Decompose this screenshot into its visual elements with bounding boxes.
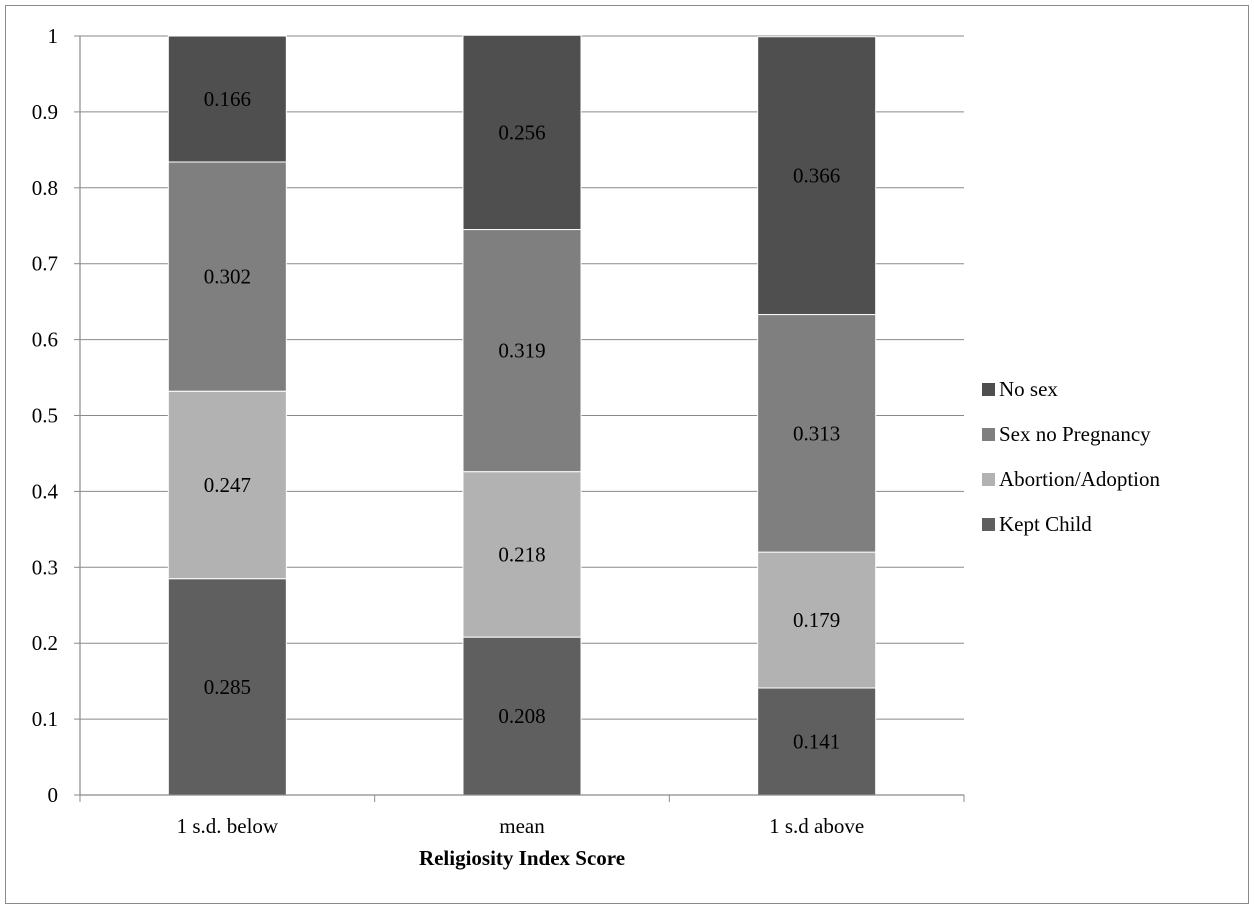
data-label: 0.285	[204, 675, 251, 699]
legend-label: No sex	[999, 377, 1058, 401]
bar-segment	[462, 34, 582, 231]
legend-swatch	[982, 428, 995, 441]
bar-segment	[757, 551, 877, 689]
y-tick-label: 0.4	[32, 479, 59, 503]
bar-segment	[757, 687, 877, 796]
bar-segment	[167, 35, 287, 163]
legend: No sex Sex no Pregnancy Abortion/Adoption K…	[982, 377, 1160, 536]
data-label: 0.166	[204, 87, 251, 111]
x-category-label: mean	[499, 814, 545, 838]
y-tick-label: 0.9	[32, 100, 58, 124]
legend-label: Kept Child	[999, 512, 1092, 536]
y-tick-label: 0.5	[32, 404, 58, 428]
y-tick-label: 0.2	[32, 631, 58, 655]
x-category-label: 1 s.d. below	[177, 814, 279, 838]
data-label: 0.141	[793, 729, 840, 753]
bar-segment	[757, 36, 877, 316]
x-axis-ticks: 1 s.d. below mean 1 s.d above	[79, 795, 965, 838]
data-label: 0.366	[793, 164, 840, 188]
legend-swatch	[982, 383, 995, 396]
bar-segment	[462, 471, 582, 638]
bar-segment	[462, 636, 582, 796]
x-axis-title: Religiosity Index Score	[419, 846, 625, 870]
data-label: 0.313	[793, 421, 840, 445]
data-label: 0.179	[793, 608, 840, 632]
y-tick-label: 0.1	[32, 707, 58, 731]
y-axis-ticks: 0 0.1 0.2 0.3 0.4 0.5 0.6 0.7 0.8 0.9 1	[32, 24, 80, 807]
data-label: 0.247	[204, 473, 251, 497]
x-category-label: 1 s.d above	[769, 814, 864, 838]
y-tick-label: 0.6	[32, 328, 58, 352]
bar-stacks	[167, 34, 877, 796]
legend-swatch	[982, 518, 995, 531]
bar-segment	[167, 578, 287, 796]
y-tick-label: 1	[48, 24, 59, 48]
bar-segment	[757, 314, 877, 553]
bar-segment	[167, 161, 287, 392]
bar-segment	[167, 390, 287, 580]
y-tick-label: 0.3	[32, 555, 58, 579]
legend-label: Sex no Pregnancy	[999, 422, 1151, 446]
data-label: 0.302	[204, 265, 251, 289]
y-tick-label: 0.7	[32, 252, 58, 276]
y-tick-label: 0	[48, 783, 59, 807]
data-label: 0.256	[498, 120, 545, 144]
data-label: 0.319	[498, 339, 545, 363]
legend-swatch	[982, 473, 995, 486]
data-labels: 0.285 0.247 0.302 0.166 0.208 0.218 0.319 0.256…	[204, 87, 841, 753]
data-label: 0.208	[498, 704, 545, 728]
data-label: 0.218	[498, 542, 545, 566]
legend-label: Abortion/Adoption	[999, 467, 1160, 491]
bar-segment	[462, 229, 582, 473]
y-tick-label: 0.8	[32, 176, 58, 200]
